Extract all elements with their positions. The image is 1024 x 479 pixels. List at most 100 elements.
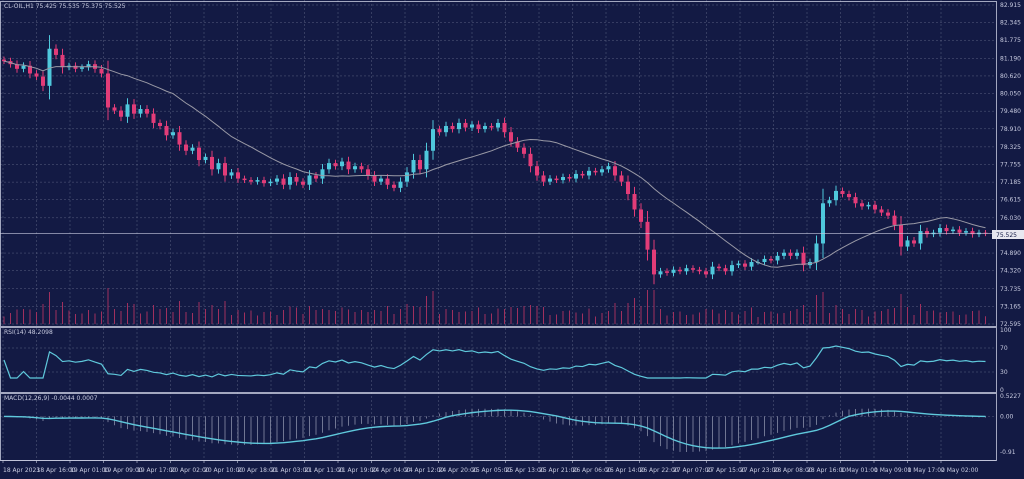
price-tick-label: 82.915	[1000, 2, 1021, 9]
candle-body	[184, 144, 188, 151]
candle-body	[840, 190, 845, 195]
candle-body	[749, 262, 754, 267]
candle-body	[418, 160, 422, 170]
candle-body	[86, 64, 91, 68]
candle-body	[554, 178, 559, 181]
price-tick-label: 78.325	[1000, 144, 1021, 151]
candle-body	[15, 64, 19, 69]
candle-body	[21, 65, 26, 69]
time-tick-label: 24 Apr 04:00	[372, 467, 411, 474]
candle-body	[892, 215, 897, 225]
candle-body	[138, 109, 143, 114]
price-tick-label: 73.735	[1000, 286, 1021, 293]
candle-body	[905, 240, 910, 247]
time-tick-label: 1 May 17:00	[908, 467, 946, 474]
candle-body	[964, 231, 968, 233]
candle-body	[171, 132, 175, 136]
price-tick-label: 76.030	[1000, 215, 1021, 222]
candle-body	[801, 252, 806, 266]
time-tick-label: 1 May 01:00	[841, 467, 879, 474]
candle-body	[437, 129, 442, 133]
candle-body	[619, 175, 624, 182]
candle-body	[736, 263, 741, 266]
candle-body	[691, 268, 695, 270]
candle-body	[502, 122, 507, 133]
candle-body	[652, 249, 656, 275]
candle-body	[866, 204, 871, 207]
candle-body	[34, 73, 39, 77]
price-tick-label: 72.595	[1000, 321, 1021, 328]
candle-body	[249, 180, 253, 182]
candle-body	[307, 175, 312, 185]
candle-body	[392, 184, 396, 188]
candle-body	[229, 172, 234, 176]
candle-body	[658, 271, 663, 275]
time-tick-label: 27 Apr 07:00	[673, 467, 712, 474]
candle-body	[626, 181, 630, 195]
candle-body	[522, 147, 526, 154]
candle-body	[379, 178, 383, 182]
candle-body	[268, 181, 273, 184]
candle-body	[314, 175, 318, 179]
current-price-label: 75.525	[996, 232, 1017, 239]
grid	[0, 0, 996, 460]
candle-body	[281, 178, 286, 185]
symbol-header: CL-OIL,H1 75.425 75.535 75.375 75.525	[4, 3, 126, 10]
candle-body	[860, 203, 864, 207]
candle-body	[743, 263, 747, 267]
time-tick-label: 27 Apr 23:00	[740, 467, 779, 474]
candle-body	[899, 224, 903, 247]
candles	[2, 35, 988, 285]
candle-body	[912, 240, 916, 244]
candle-body	[346, 161, 351, 170]
candle-body	[606, 166, 611, 170]
candle-body	[262, 180, 266, 184]
price-tick-label: 73.165	[1000, 303, 1021, 310]
candle-body	[223, 163, 227, 176]
candle-body	[574, 173, 578, 179]
candle-body	[567, 177, 572, 179]
time-tick-label: 18 Apr 2023	[3, 467, 40, 474]
candle-body	[197, 147, 201, 161]
candle-body	[814, 243, 819, 263]
time-tick-label: 19 Apr 17:00	[137, 467, 176, 474]
candle-body	[710, 266, 715, 275]
panel-frames	[0, 1, 997, 461]
candle-body	[535, 166, 539, 176]
candle-body	[132, 104, 136, 114]
time-tick-label: 21 Apr 03:00	[271, 467, 310, 474]
candle-body	[424, 150, 429, 170]
candle-body	[665, 271, 669, 273]
candle-body	[645, 221, 650, 250]
candle-body	[476, 124, 481, 130]
candle-body	[717, 266, 721, 269]
candle-body	[847, 194, 851, 198]
time-tick-label: 26 Apr 06:00	[573, 467, 612, 474]
price-tick-label: 80.620	[1000, 73, 1021, 80]
candle-body	[853, 197, 858, 204]
price-tick-label: 77.185	[1000, 179, 1021, 186]
candle-body	[359, 166, 364, 170]
candle-body	[671, 269, 676, 273]
price-tick-label: 74.890	[1000, 250, 1021, 257]
candle-body	[632, 194, 637, 210]
candle-body	[795, 252, 799, 256]
candle-body	[288, 177, 292, 185]
time-tick-label: 19 Apr 01:00	[70, 467, 109, 474]
candle-body	[151, 113, 156, 123]
candle-body	[41, 76, 45, 86]
candle-body	[320, 169, 325, 179]
panel-frame	[0, 1, 997, 327]
time-tick-label: 28 Apr 16:00	[807, 467, 846, 474]
candle-body	[190, 147, 195, 151]
time-tick-label: 19 Apr 09:00	[104, 467, 143, 474]
rsi-tick-label: 70	[1000, 345, 1008, 352]
candle-body	[496, 122, 500, 128]
candle-body	[509, 132, 513, 142]
candle-body	[340, 161, 344, 167]
candle-body	[275, 178, 279, 182]
candle-body	[528, 153, 533, 167]
candle-body	[158, 122, 162, 127]
price-tick-label: 76.615	[1000, 197, 1021, 204]
